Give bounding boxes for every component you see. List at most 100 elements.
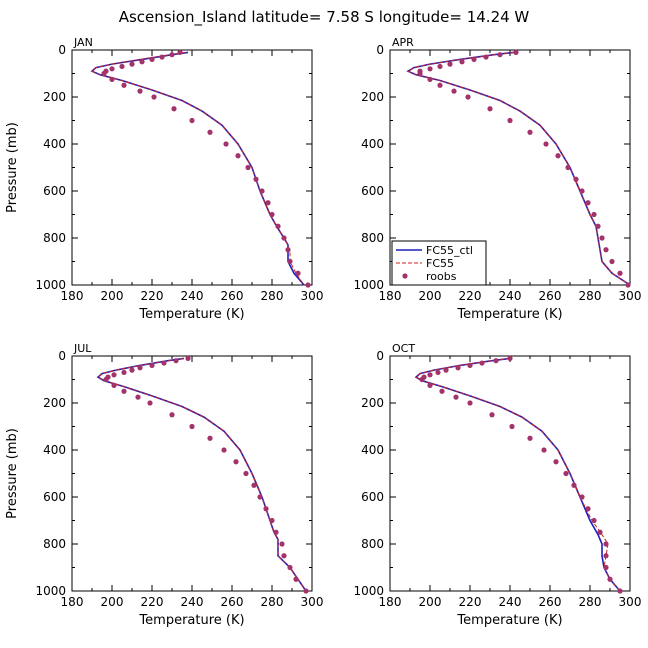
panel-apr: APR 180 200 220 240 260 280 300 0 200 400 600 800 100…	[353, 36, 641, 322]
roobs-point	[273, 529, 279, 535]
panels: JAN 180 200 220 240 260 280 300 0 200 400 600 800 100…	[5, 36, 641, 628]
roobs-point	[189, 117, 195, 124]
roobs-point	[579, 494, 585, 500]
roobs-point	[487, 106, 493, 112]
x-tick-label: 220	[141, 289, 164, 303]
roobs-point	[111, 372, 117, 378]
roobs-point	[177, 49, 183, 55]
roobs-point	[573, 176, 579, 182]
y-tick-label: 200	[361, 396, 384, 410]
x-tick-label: 280	[261, 595, 284, 609]
plot-frame	[71, 355, 313, 592]
roobs-point	[137, 88, 143, 94]
roobs-point	[245, 164, 251, 171]
roobs-point	[437, 82, 443, 88]
panel-jan: JAN 180 200 220 240 260 280 300 0 200 400 600 800 100…	[5, 36, 323, 322]
roobs-point	[185, 355, 191, 361]
roobs-point	[235, 153, 241, 159]
roobs-point	[435, 369, 441, 376]
y-tick-label: 800	[43, 537, 66, 551]
panel-label: JUL	[73, 342, 92, 355]
x-tick-label: 280	[579, 595, 602, 609]
x-tick-label: 300	[301, 595, 324, 609]
roobs-point	[527, 129, 533, 135]
y-axis-label: Pressure (mb)	[5, 122, 20, 213]
y-axis-label: Pressure (mb)	[5, 428, 20, 519]
x-tick-label: 300	[619, 595, 642, 609]
roobs-point	[251, 482, 257, 488]
y-tick-label: 600	[43, 490, 66, 504]
y-tick-label: 600	[43, 184, 66, 198]
roobs-point	[459, 59, 465, 65]
roobs-point	[451, 88, 457, 94]
roobs-point	[507, 117, 513, 124]
roobs-point	[287, 258, 293, 265]
x-tick-label: 240	[181, 289, 204, 303]
y-tick-label: 200	[361, 90, 384, 104]
legend-box	[391, 240, 487, 286]
roobs-point	[497, 52, 503, 58]
x-tick-label: 180	[61, 289, 84, 303]
x-tick-label: 180	[379, 595, 402, 609]
roobs-point	[427, 66, 433, 72]
x-tick-label: 240	[181, 595, 204, 609]
roobs-point	[121, 369, 127, 376]
roobs-point	[571, 482, 577, 488]
x-tick-label: 200	[101, 595, 124, 609]
roobs-point	[509, 423, 515, 430]
roobs-point	[149, 56, 155, 63]
y-tick-label: 800	[43, 231, 66, 245]
roobs-point	[541, 447, 547, 453]
roobs-point	[595, 223, 601, 229]
legend-label: FC55	[426, 257, 454, 270]
roobs-point	[603, 247, 609, 253]
roobs-point	[257, 494, 263, 500]
roobs-point	[305, 282, 311, 288]
roobs-point	[507, 355, 513, 361]
roobs-point	[597, 529, 603, 535]
panel-label: OCT	[392, 342, 415, 355]
roobs-point	[269, 517, 275, 524]
x-tick-label: 200	[101, 289, 124, 303]
roobs-point	[135, 394, 141, 400]
roobs-point	[149, 362, 155, 368]
roobs-point	[579, 188, 585, 194]
roobs-point	[607, 576, 613, 582]
y-tick-label: 800	[361, 231, 384, 245]
x-tick-label: 200	[419, 595, 442, 609]
roobs-point	[111, 382, 117, 388]
roobs-point	[555, 153, 561, 159]
x-tick-label: 220	[459, 289, 482, 303]
y-tick-label: 600	[361, 490, 384, 504]
panel-oct: OCT 180 200 220 240 260 280 300 0 200 400 600 800 100…	[353, 342, 641, 628]
x-axis-label: Temperature (K)	[456, 307, 562, 322]
y-tick-label: 0	[376, 43, 384, 57]
roobs-point	[455, 365, 461, 371]
panel-label: JAN	[73, 36, 93, 49]
roobs-point	[617, 270, 623, 276]
roobs-point	[603, 553, 609, 559]
roobs-point	[129, 61, 135, 67]
roobs-point	[591, 517, 597, 524]
x-tick-label: 260	[539, 595, 562, 609]
roobs-point	[419, 376, 425, 383]
plot-frame	[389, 355, 631, 592]
roobs-point	[159, 54, 165, 60]
roobs-point	[609, 258, 615, 265]
roobs-point	[453, 394, 459, 400]
legend-marker-roobs	[402, 273, 408, 279]
x-tick-label: 200	[419, 289, 442, 303]
roobs-point	[565, 164, 571, 171]
roobs-point	[427, 382, 433, 388]
roobs-point	[161, 360, 167, 366]
roobs-point	[119, 63, 125, 70]
roobs-point	[603, 541, 609, 547]
roobs-point	[207, 435, 213, 441]
y-tick-label: 400	[43, 137, 66, 151]
roobs-point	[171, 106, 177, 112]
roobs-point	[169, 412, 175, 418]
roobs-point	[585, 506, 591, 512]
roobs-point	[253, 176, 259, 182]
roobs-point	[281, 235, 287, 241]
roobs-point	[553, 459, 559, 465]
